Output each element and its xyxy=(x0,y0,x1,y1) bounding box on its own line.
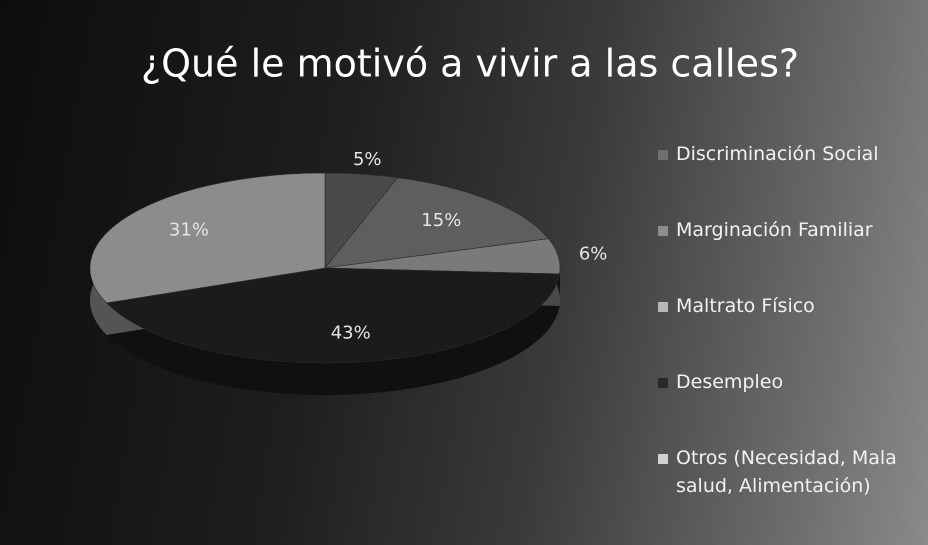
legend-label: Discriminación Social xyxy=(676,143,879,165)
data-label: 15% xyxy=(421,210,461,231)
chart-title: ¿Qué le motivó a vivir a las calles? xyxy=(141,42,799,86)
legend-label: Maltrato Físico xyxy=(676,295,815,317)
legend-item: Desempleo xyxy=(658,368,918,444)
legend-item: Marginación Familiar xyxy=(658,216,918,292)
legend-swatch xyxy=(658,378,668,388)
legend-swatch xyxy=(658,226,668,236)
legend: Discriminación Social Marginación Familia… xyxy=(658,140,918,520)
legend-item: Otros (Necesidad, Mala salud, Alimentaci… xyxy=(658,444,918,520)
data-label: 5% xyxy=(353,149,382,170)
legend-label: Otros (Necesidad, Mala salud, Alimentaci… xyxy=(676,447,897,497)
data-label: 43% xyxy=(331,323,371,344)
data-label: 31% xyxy=(169,220,209,241)
data-label: 6% xyxy=(579,243,608,264)
legend-label: Marginación Familiar xyxy=(676,219,873,241)
pie-slice xyxy=(105,267,560,364)
legend-swatch xyxy=(658,150,668,160)
legend-label: Desempleo xyxy=(676,371,784,393)
legend-item: Maltrato Físico xyxy=(658,292,918,368)
legend-swatch xyxy=(658,302,668,312)
legend-swatch xyxy=(658,454,668,464)
legend-item: Discriminación Social xyxy=(658,140,918,216)
pie-slice xyxy=(89,172,326,304)
pie-slice xyxy=(324,177,550,269)
